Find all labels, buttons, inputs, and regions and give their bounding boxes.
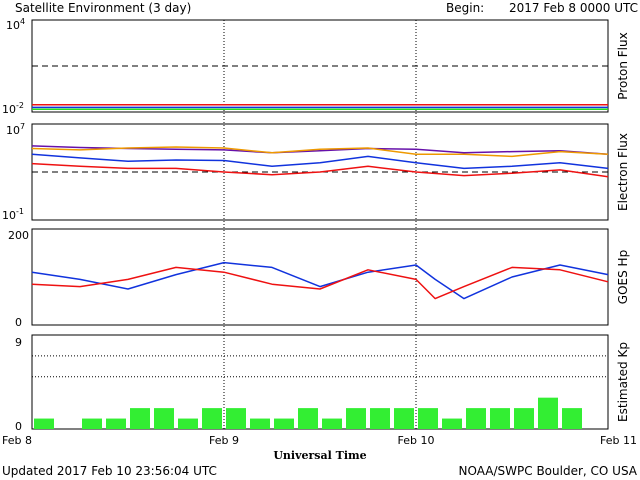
proton-plot — [32, 65, 608, 111]
kp-plot — [32, 334, 608, 429]
kp-bar — [466, 408, 486, 429]
kp-bar — [538, 397, 558, 429]
kp-bar — [154, 408, 174, 429]
kp-bar — [298, 408, 318, 429]
hp-ytick-bottom: 0 — [15, 316, 22, 329]
credit-text: NOAA/SWPC Boulder, CO USA — [459, 464, 638, 478]
kp-bar — [178, 418, 198, 429]
hp-ylabel: GOES Hp — [616, 250, 630, 304]
kp-bar — [226, 408, 246, 429]
day-dividers — [223, 20, 417, 429]
hp-panel-frame — [31, 228, 609, 326]
kp-ytick-bottom: 0 — [15, 420, 22, 433]
electron-plot — [31, 145, 609, 178]
electron-series-red — [31, 162, 609, 178]
kp-bar — [346, 408, 366, 429]
kp-bar — [562, 408, 582, 429]
kp-bar — [418, 408, 438, 429]
electron-ylabel: Electron Flux — [616, 133, 630, 211]
kp-ytick-top: 9 — [15, 336, 22, 349]
kp-bar — [370, 408, 390, 429]
hp-series-red — [31, 266, 609, 300]
xtick-feb11: Feb 11 — [600, 434, 637, 447]
kp-ylabel: Estimated Kp — [616, 342, 630, 422]
proton-ytick-bottom: 10-2 — [2, 101, 24, 116]
proton-ylabel: Proton Flux — [616, 32, 630, 99]
begin-label: Begin: — [446, 1, 484, 15]
electron-ytick-bottom: 10-1 — [2, 207, 24, 222]
kp-bar — [514, 408, 534, 429]
updated-timestamp: Updated 2017 Feb 10 23:56:04 UTC — [2, 464, 217, 478]
xtick-feb10: Feb 10 — [398, 434, 435, 447]
xtick-feb9: Feb 9 — [209, 434, 239, 447]
kp-bar — [442, 418, 462, 429]
hp-ytick-top: 200 — [8, 229, 29, 242]
kp-bar — [130, 408, 150, 429]
kp-bar — [274, 418, 294, 429]
electron-series-orange — [31, 146, 609, 158]
xaxis-label: Universal Time — [273, 449, 366, 462]
kp-bar — [322, 418, 342, 429]
kp-bar — [394, 408, 414, 429]
proton-ytick-top: 104 — [6, 17, 25, 32]
chart-title: Satellite Environment (3 day) — [15, 1, 191, 15]
hp-plot — [31, 261, 609, 300]
kp-bar — [106, 418, 126, 429]
kp-bar — [34, 418, 54, 429]
kp-bar — [82, 418, 102, 429]
electron-ytick-top: 107 — [6, 122, 25, 137]
kp-bar — [250, 418, 270, 429]
electron-series-blue — [31, 153, 609, 170]
begin-value: 2017 Feb 8 0000 UTC — [509, 1, 638, 15]
kp-bar — [202, 408, 222, 429]
kp-bar — [490, 408, 510, 429]
xtick-feb8: Feb 8 — [2, 434, 32, 447]
